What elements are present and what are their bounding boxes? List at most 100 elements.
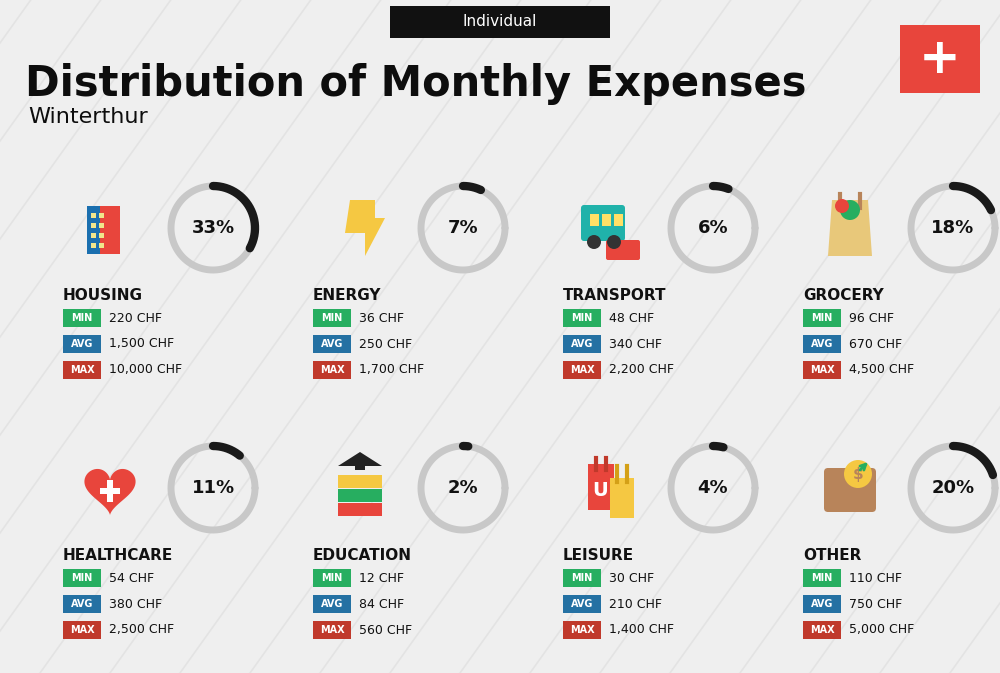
Text: MIN: MIN [71, 573, 93, 583]
FancyBboxPatch shape [338, 475, 382, 488]
FancyBboxPatch shape [581, 205, 625, 241]
Text: GROCERY: GROCERY [803, 288, 884, 303]
FancyBboxPatch shape [63, 595, 101, 613]
FancyBboxPatch shape [313, 361, 351, 379]
Text: 7%: 7% [448, 219, 478, 237]
Text: 2,200 CHF: 2,200 CHF [609, 363, 674, 376]
Text: 10,000 CHF: 10,000 CHF [109, 363, 182, 376]
Text: AVG: AVG [71, 339, 93, 349]
Text: MAX: MAX [570, 365, 594, 375]
Text: 30 CHF: 30 CHF [609, 571, 654, 584]
Text: 5,000 CHF: 5,000 CHF [849, 623, 914, 637]
Text: MAX: MAX [70, 365, 94, 375]
Polygon shape [345, 200, 385, 256]
Text: MIN: MIN [571, 313, 593, 323]
Text: 33%: 33% [191, 219, 235, 237]
FancyBboxPatch shape [313, 569, 351, 587]
FancyBboxPatch shape [824, 468, 876, 512]
Text: Winterthur: Winterthur [28, 107, 148, 127]
Text: MAX: MAX [810, 365, 834, 375]
FancyBboxPatch shape [590, 214, 599, 226]
FancyBboxPatch shape [803, 595, 841, 613]
FancyBboxPatch shape [390, 6, 610, 38]
FancyBboxPatch shape [900, 25, 980, 93]
FancyBboxPatch shape [803, 569, 841, 587]
FancyBboxPatch shape [355, 464, 365, 470]
Polygon shape [828, 200, 872, 256]
FancyBboxPatch shape [563, 335, 601, 353]
Text: Distribution of Monthly Expenses: Distribution of Monthly Expenses [25, 63, 806, 105]
FancyBboxPatch shape [91, 243, 96, 248]
FancyBboxPatch shape [107, 480, 113, 502]
FancyBboxPatch shape [91, 223, 96, 228]
FancyBboxPatch shape [99, 233, 104, 238]
FancyBboxPatch shape [803, 335, 841, 353]
Text: 750 CHF: 750 CHF [849, 598, 902, 610]
Text: 96 CHF: 96 CHF [849, 312, 894, 324]
FancyBboxPatch shape [563, 621, 601, 639]
FancyBboxPatch shape [100, 207, 120, 254]
Text: 1,500 CHF: 1,500 CHF [109, 337, 174, 351]
Text: HEALTHCARE: HEALTHCARE [63, 548, 173, 563]
FancyBboxPatch shape [63, 335, 101, 353]
Text: 210 CHF: 210 CHF [609, 598, 662, 610]
Text: LEISURE: LEISURE [563, 548, 634, 563]
FancyBboxPatch shape [313, 335, 351, 353]
FancyBboxPatch shape [63, 569, 101, 587]
Circle shape [587, 235, 601, 249]
Text: AVG: AVG [571, 599, 593, 609]
Text: 20%: 20% [931, 479, 975, 497]
Text: MAX: MAX [810, 625, 834, 635]
Text: MIN: MIN [571, 573, 593, 583]
Text: 2,500 CHF: 2,500 CHF [109, 623, 174, 637]
FancyBboxPatch shape [588, 464, 614, 510]
FancyBboxPatch shape [803, 361, 841, 379]
FancyBboxPatch shape [99, 223, 104, 228]
FancyBboxPatch shape [313, 309, 351, 327]
Text: Individual: Individual [463, 15, 537, 30]
Polygon shape [338, 452, 382, 466]
Text: 12 CHF: 12 CHF [359, 571, 404, 584]
FancyBboxPatch shape [313, 621, 351, 639]
FancyBboxPatch shape [63, 621, 101, 639]
Circle shape [840, 200, 860, 220]
FancyBboxPatch shape [99, 243, 104, 248]
Text: MIN: MIN [321, 573, 343, 583]
Text: AVG: AVG [321, 599, 343, 609]
Text: AVG: AVG [71, 599, 93, 609]
Text: 670 CHF: 670 CHF [849, 337, 902, 351]
Text: 2%: 2% [448, 479, 478, 497]
Circle shape [835, 199, 849, 213]
Text: 560 CHF: 560 CHF [359, 623, 412, 637]
FancyBboxPatch shape [563, 309, 601, 327]
FancyBboxPatch shape [338, 489, 382, 502]
Text: MIN: MIN [811, 573, 833, 583]
Text: MAX: MAX [320, 365, 344, 375]
Text: 250 CHF: 250 CHF [359, 337, 412, 351]
Text: $: $ [853, 466, 863, 481]
Circle shape [844, 460, 872, 488]
Text: 84 CHF: 84 CHF [359, 598, 404, 610]
Text: 54 CHF: 54 CHF [109, 571, 154, 584]
Text: 4,500 CHF: 4,500 CHF [849, 363, 914, 376]
Text: MAX: MAX [570, 625, 594, 635]
Text: 11%: 11% [191, 479, 235, 497]
Text: 48 CHF: 48 CHF [609, 312, 654, 324]
Text: MIN: MIN [71, 313, 93, 323]
FancyBboxPatch shape [100, 488, 120, 494]
Text: EDUCATION: EDUCATION [313, 548, 412, 563]
FancyBboxPatch shape [91, 233, 96, 238]
FancyBboxPatch shape [610, 478, 634, 518]
Text: U: U [592, 481, 608, 499]
FancyBboxPatch shape [803, 309, 841, 327]
FancyBboxPatch shape [563, 361, 601, 379]
Text: 6%: 6% [698, 219, 728, 237]
Text: 1,400 CHF: 1,400 CHF [609, 623, 674, 637]
Text: MIN: MIN [811, 313, 833, 323]
FancyBboxPatch shape [803, 621, 841, 639]
Text: MAX: MAX [70, 625, 94, 635]
Text: 110 CHF: 110 CHF [849, 571, 902, 584]
Polygon shape [84, 469, 136, 515]
Text: 1,700 CHF: 1,700 CHF [359, 363, 424, 376]
Text: 4%: 4% [698, 479, 728, 497]
